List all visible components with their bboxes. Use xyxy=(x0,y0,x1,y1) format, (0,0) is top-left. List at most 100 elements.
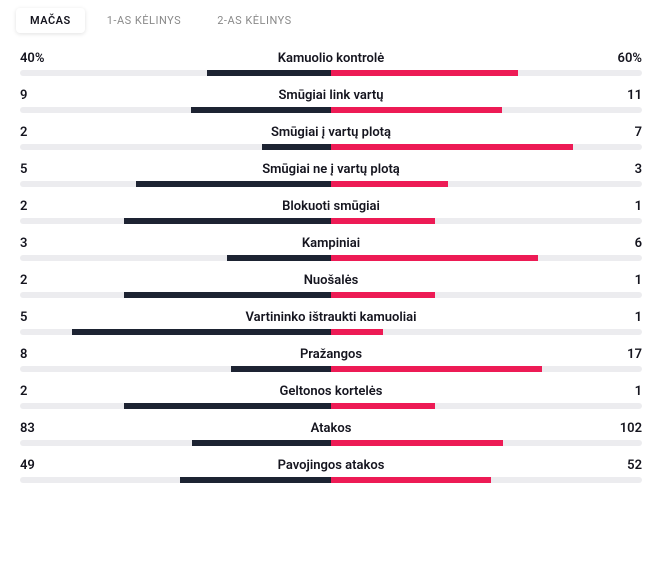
stat-label: Atakos xyxy=(60,421,602,436)
stat-row: 8Pražangos17 xyxy=(20,347,642,372)
stat-label: Nuošalės xyxy=(60,273,602,288)
stat-label: Smūgiai į vartų plotą xyxy=(60,125,602,140)
stat-home-value: 5 xyxy=(20,310,60,325)
stat-row: 49Pavojingos atakos52 xyxy=(20,458,642,483)
stat-home-value: 2 xyxy=(20,199,60,214)
stat-home-value: 40% xyxy=(20,51,60,66)
stat-home-value: 8 xyxy=(20,347,60,362)
stat-label: Smūgiai link vartų xyxy=(60,88,602,103)
stat-bar-away xyxy=(331,403,435,409)
stat-home-value: 5 xyxy=(20,162,60,177)
stat-bar-away xyxy=(331,329,383,335)
stat-head: 2Smūgiai į vartų plotą7 xyxy=(20,125,642,140)
stat-away-value: 11 xyxy=(602,88,642,103)
stat-head: 49Pavojingos atakos52 xyxy=(20,458,642,473)
stat-bar-away xyxy=(331,107,502,113)
tab-half2[interactable]: 2-AS KĖLINYS xyxy=(203,8,305,33)
stat-away-value: 1 xyxy=(602,273,642,288)
stat-bar-away xyxy=(331,181,448,187)
stat-bar-home xyxy=(180,477,331,483)
stat-row: 83Atakos102 xyxy=(20,421,642,446)
tabs-bar: MAČAS 1-AS KĖLINYS 2-AS KĖLINYS xyxy=(0,0,662,43)
stat-bar-away xyxy=(331,255,538,261)
stat-bar-away xyxy=(331,70,518,76)
stat-head: 9Smūgiai link vartų11 xyxy=(20,88,642,103)
stat-bar-track xyxy=(20,366,642,372)
stat-label: Blokuoti smūgiai xyxy=(60,199,602,214)
stat-bar-track xyxy=(20,70,642,76)
stat-head: 5Smūgiai ne į vartų plotą3 xyxy=(20,162,642,177)
stat-away-value: 52 xyxy=(602,458,642,473)
stat-bar-home xyxy=(124,403,331,409)
stat-home-value: 9 xyxy=(20,88,60,103)
stat-bar-home xyxy=(207,70,331,76)
stat-row: 2Geltonos kortelės1 xyxy=(20,384,642,409)
stat-away-value: 1 xyxy=(602,384,642,399)
stat-away-value: 6 xyxy=(602,236,642,251)
stat-head: 5Vartininko ištraukti kamuoliai1 xyxy=(20,310,642,325)
stat-label: Pavojingos atakos xyxy=(60,458,602,473)
stat-bar-away xyxy=(331,292,435,298)
stat-head: 2Blokuoti smūgiai1 xyxy=(20,199,642,214)
stat-bar-home xyxy=(262,144,331,150)
stat-away-value: 60% xyxy=(602,51,642,66)
stat-row: 5Smūgiai ne į vartų plotą3 xyxy=(20,162,642,187)
stat-label: Pražangos xyxy=(60,347,602,362)
stat-bar-track xyxy=(20,329,642,335)
stat-bar-home xyxy=(136,181,331,187)
stat-away-value: 1 xyxy=(602,310,642,325)
stat-bar-track xyxy=(20,255,642,261)
stat-away-value: 7 xyxy=(602,125,642,140)
stat-row: 3Kampiniai6 xyxy=(20,236,642,261)
stat-label: Kamuolio kontrolė xyxy=(60,51,602,66)
stat-home-value: 49 xyxy=(20,458,60,473)
stat-bar-track xyxy=(20,292,642,298)
stat-label: Kampiniai xyxy=(60,236,602,251)
stat-bar-away xyxy=(331,477,491,483)
stat-bar-away xyxy=(331,366,542,372)
stat-home-value: 2 xyxy=(20,273,60,288)
stat-head: 83Atakos102 xyxy=(20,421,642,436)
stat-bar-home xyxy=(231,366,331,372)
stat-bar-track xyxy=(20,403,642,409)
stat-bar-home xyxy=(227,255,331,261)
stat-bar-track xyxy=(20,218,642,224)
stat-away-value: 102 xyxy=(602,421,642,436)
stat-head: 2Nuošalės1 xyxy=(20,273,642,288)
stat-row: 5Vartininko ištraukti kamuoliai1 xyxy=(20,310,642,335)
stat-away-value: 3 xyxy=(602,162,642,177)
stat-bar-home xyxy=(124,292,331,298)
stat-row: 2Nuošalės1 xyxy=(20,273,642,298)
stat-row: 40%Kamuolio kontrolė60% xyxy=(20,51,642,76)
stat-bar-track xyxy=(20,440,642,446)
stat-head: 2Geltonos kortelės1 xyxy=(20,384,642,399)
stat-head: 3Kampiniai6 xyxy=(20,236,642,251)
stat-row: 2Smūgiai į vartų plotą7 xyxy=(20,125,642,150)
stat-home-value: 83 xyxy=(20,421,60,436)
stat-bar-track xyxy=(20,107,642,113)
tab-match[interactable]: MAČAS xyxy=(16,8,85,33)
stat-bar-away xyxy=(331,440,503,446)
stat-home-value: 3 xyxy=(20,236,60,251)
stat-bar-home xyxy=(72,329,331,335)
stat-bar-track xyxy=(20,477,642,483)
stats-list: 40%Kamuolio kontrolė60% 9Smūgiai link var… xyxy=(0,43,662,511)
stat-label: Geltonos kortelės xyxy=(60,384,602,399)
stat-home-value: 2 xyxy=(20,384,60,399)
stat-label: Smūgiai ne į vartų plotą xyxy=(60,162,602,177)
stat-label: Vartininko ištraukti kamuoliai xyxy=(60,310,602,325)
stat-home-value: 2 xyxy=(20,125,60,140)
stat-away-value: 17 xyxy=(602,347,642,362)
stat-row: 2Blokuoti smūgiai1 xyxy=(20,199,642,224)
stat-bar-home xyxy=(191,107,331,113)
stat-head: 8Pražangos17 xyxy=(20,347,642,362)
stat-bar-home xyxy=(192,440,331,446)
stat-bar-home xyxy=(124,218,331,224)
stat-away-value: 1 xyxy=(602,199,642,214)
stat-head: 40%Kamuolio kontrolė60% xyxy=(20,51,642,66)
stat-bar-track xyxy=(20,181,642,187)
stat-bar-track xyxy=(20,144,642,150)
tab-half1[interactable]: 1-AS KĖLINYS xyxy=(93,8,195,33)
stat-bar-away xyxy=(331,218,435,224)
stat-bar-away xyxy=(331,144,573,150)
